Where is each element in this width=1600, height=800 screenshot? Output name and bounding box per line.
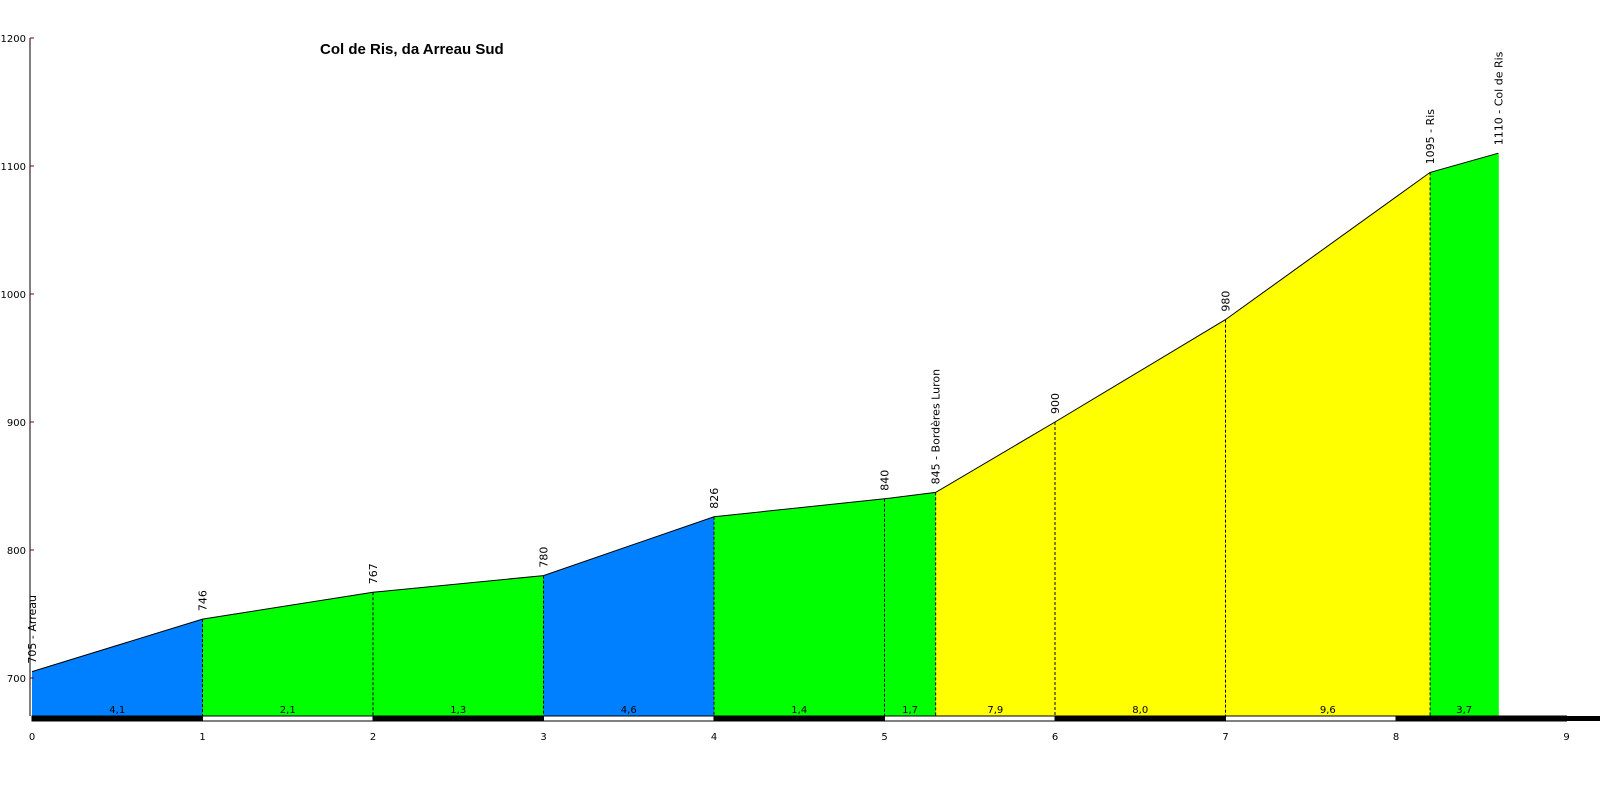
gradient-label: 3,7 xyxy=(1456,705,1472,716)
y-tick-label: 1100 xyxy=(1,162,26,173)
elevation-point-label: 767 xyxy=(367,563,380,584)
ruler-bar xyxy=(31,715,203,722)
gradient-label: 9,6 xyxy=(1320,705,1336,716)
gradient-label: 1,3 xyxy=(450,705,466,716)
profile-line xyxy=(31,152,1499,673)
point-labels: 705 - Arreau 746 767 780 826 840 845 - Bordère… xyxy=(26,51,1505,663)
x-tick-label: 4 xyxy=(711,732,717,743)
gradient-label: 1,7 xyxy=(902,705,918,716)
y-tick-label: 1000 xyxy=(1,290,26,301)
ruler-bar xyxy=(1054,715,1226,722)
elevation-point-label: 746 xyxy=(197,590,210,611)
elevation-point-label: 900 xyxy=(1049,393,1062,414)
gradient-label: 1,4 xyxy=(791,705,807,716)
ruler-bar xyxy=(884,715,1056,722)
segment-dividers xyxy=(202,153,1499,716)
ruler-bar xyxy=(372,715,544,722)
elevation-point-label: 826 xyxy=(708,488,721,509)
y-tick-label: 700 xyxy=(7,674,26,685)
ruler-bar xyxy=(713,715,885,722)
segment-area-8 xyxy=(1225,172,1431,716)
x-tick-label: 6 xyxy=(1052,732,1058,743)
gradient-segments: 4,1 2,1 1,3 4,6 1,4 1,7 7,9 8,0 9,6 3,7 xyxy=(32,153,1499,716)
segment-area-5 xyxy=(884,492,936,716)
elevation-point-label: 705 - Arreau xyxy=(26,595,39,664)
x-tick-label: 7 xyxy=(1222,732,1228,743)
segment-area-3 xyxy=(543,516,714,716)
elevation-point-label: 1110 - Col de Ris xyxy=(1492,51,1505,145)
x-tick-label: 2 xyxy=(370,732,376,743)
segment-area-2 xyxy=(373,575,544,716)
ruler-bar xyxy=(1225,715,1397,722)
ruler-bar xyxy=(543,715,715,722)
segment-area-1 xyxy=(202,592,373,716)
km-ruler: 0 1 2 3 4 5 6 7 8 9 xyxy=(29,715,1600,743)
gradient-label: 8,0 xyxy=(1132,705,1148,716)
segment-area-4 xyxy=(714,498,885,716)
segment-area-9 xyxy=(1430,153,1499,716)
gradient-label: 7,9 xyxy=(987,705,1003,716)
x-tick-label: 5 xyxy=(881,732,887,743)
gradient-label: 4,1 xyxy=(109,705,125,716)
axes: 700 800 900 1000 1100 1200 xyxy=(1,34,34,716)
x-tick-label: 1 xyxy=(199,732,205,743)
x-tick-label: 3 xyxy=(540,732,546,743)
segment-area-0 xyxy=(32,619,203,716)
elevation-point-label: 780 xyxy=(538,547,551,568)
ruler-bar xyxy=(202,715,374,722)
y-tick-label: 800 xyxy=(7,546,26,557)
chart-title: Col de Ris, da Arreau Sud xyxy=(320,41,504,58)
ruler-bar-end xyxy=(1566,716,1600,721)
x-tick-label: 9 xyxy=(1563,732,1569,743)
segment-area-6 xyxy=(935,422,1055,716)
x-tick-label: 0 xyxy=(29,732,35,743)
gradient-label: 4,6 xyxy=(621,705,637,716)
ruler-bar xyxy=(1395,715,1567,722)
x-tick-label: 8 xyxy=(1393,732,1399,743)
elevation-point-label: 845 - Bordères Luron xyxy=(930,369,943,485)
profile-line-group xyxy=(31,152,1499,673)
elevation-point-label: 980 xyxy=(1220,291,1233,312)
y-tick-label: 1200 xyxy=(1,34,26,45)
elevation-point-label: 1095 - Ris xyxy=(1424,109,1437,165)
segment-area-7 xyxy=(1055,319,1226,716)
gradient-label: 2,1 xyxy=(280,705,296,716)
elevation-point-label: 840 xyxy=(879,470,892,491)
y-tick-label: 900 xyxy=(7,418,26,429)
